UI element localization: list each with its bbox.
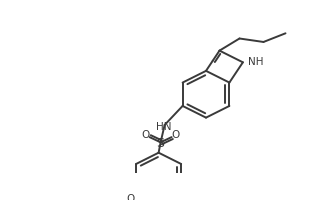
Text: S: S xyxy=(157,136,165,149)
Text: HN: HN xyxy=(156,121,171,131)
Text: O: O xyxy=(126,193,135,200)
Text: NH: NH xyxy=(248,56,264,66)
Text: O: O xyxy=(171,129,180,139)
Text: O: O xyxy=(141,129,150,139)
